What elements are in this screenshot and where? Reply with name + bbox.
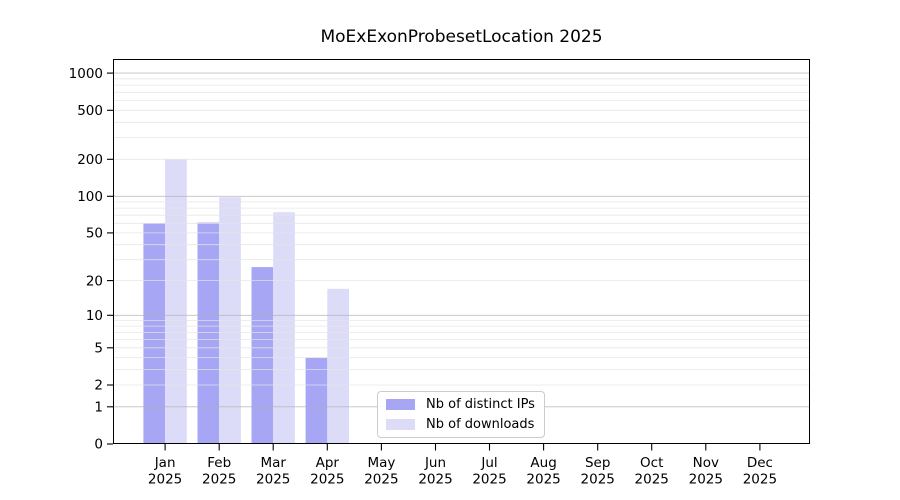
y-tick-label: 5 [94, 341, 103, 357]
x-month-label: May [367, 455, 395, 471]
x-year-label: 2025 [310, 472, 344, 488]
x-year-label: 2025 [418, 472, 452, 488]
bar-distinct-ips-feb [197, 222, 220, 444]
y-tick-label: 20 [86, 273, 103, 289]
legend-entry-distinct-ips: Nb of distinct IPs [386, 397, 536, 412]
x-month-label: Aug [530, 455, 556, 471]
y-tick-label: 2 [94, 378, 103, 394]
x-month-label: Apr [316, 455, 340, 471]
y-tick-label: 0 [94, 437, 103, 453]
bar-downloads-jan [165, 159, 187, 445]
bar-downloads-apr [327, 288, 349, 444]
x-month-label: Feb [207, 455, 231, 471]
y-tick-label: 1 [94, 400, 103, 416]
bar-distinct-ips-apr [305, 357, 328, 444]
x-month-label: Jun [424, 455, 446, 471]
x-month-label: Jul [480, 455, 497, 471]
y-tick-label: 10 [86, 308, 103, 324]
x-year-label: 2025 [581, 472, 615, 488]
bar-downloads-mar [273, 212, 295, 444]
legend-entry-downloads: Nb of downloads [386, 417, 536, 432]
y-tick-label: 500 [77, 103, 103, 119]
x-year-label: 2025 [635, 472, 669, 488]
x-year-label: 2025 [148, 472, 182, 488]
bar-distinct-ips-mar [251, 267, 274, 444]
y-tick-label: 50 [86, 226, 103, 242]
x-month-label: Dec [747, 455, 773, 471]
legend-label-distinct-ips: Nb of distinct IPs [426, 397, 535, 412]
x-year-label: 2025 [364, 472, 398, 488]
y-tick-label: 1000 [69, 66, 103, 82]
x-month-label: Mar [260, 455, 286, 471]
x-month-label: Jan [154, 455, 176, 471]
legend: Nb of distinct IPs Nb of downloads [377, 391, 545, 438]
plot-frame [113, 59, 810, 444]
x-month-label: Oct [640, 455, 663, 471]
x-year-label: 2025 [743, 472, 777, 488]
x-year-label: 2025 [256, 472, 290, 488]
legend-label-downloads: Nb of downloads [426, 417, 535, 432]
x-month-label: Sep [585, 455, 610, 471]
y-tick-label: 100 [77, 189, 103, 205]
bar-distinct-ips-jan [143, 223, 166, 444]
x-year-label: 2025 [526, 472, 560, 488]
x-year-label: 2025 [202, 472, 236, 488]
x-month-label: Nov [693, 455, 719, 471]
legend-swatch-distinct-ips [386, 399, 415, 410]
y-tick-label: 200 [77, 152, 103, 168]
x-year-label: 2025 [472, 472, 506, 488]
x-year-label: 2025 [689, 472, 723, 488]
legend-swatch-downloads [386, 419, 415, 430]
chart-title: MoExExonProbesetLocation 2025 [320, 27, 603, 47]
